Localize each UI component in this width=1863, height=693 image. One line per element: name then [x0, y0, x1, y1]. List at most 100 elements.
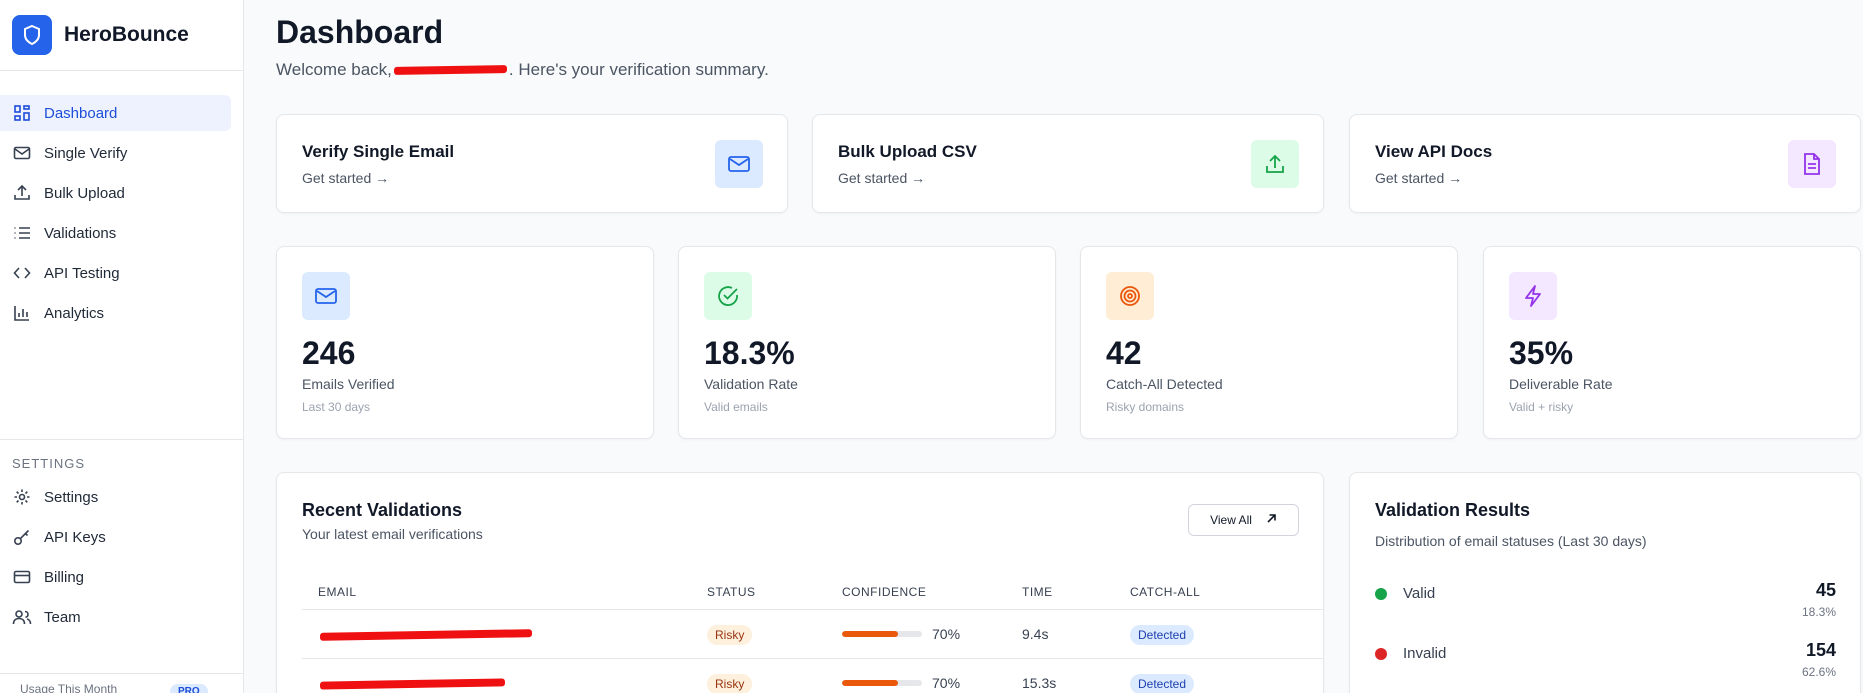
- redacted-username: [393, 65, 507, 75]
- nav-item-dashboard[interactable]: Dashboard: [0, 95, 231, 131]
- target-icon: [1106, 272, 1154, 320]
- nav-item-validations[interactable]: Validations: [0, 215, 231, 251]
- code-icon: [12, 263, 32, 283]
- email-cell: [302, 626, 707, 642]
- email-cell: [302, 675, 707, 691]
- stat-card-deliverable-rate: 35% Deliverable Rate Valid + risky: [1483, 246, 1861, 439]
- nav-label: API Keys: [44, 528, 106, 546]
- nav-item-analytics[interactable]: Analytics: [0, 295, 231, 331]
- table-header: EMAIL STATUS CONFIDENCE TIME CATCH-ALL: [302, 574, 1324, 610]
- mail-icon: [715, 140, 763, 188]
- confidence-value: 70%: [932, 675, 961, 691]
- check-circle-icon: [704, 272, 752, 320]
- quick-action-link[interactable]: Get started →: [838, 170, 926, 186]
- status-badge: Risky: [707, 625, 753, 645]
- status-cell: Risky: [707, 674, 842, 693]
- stat-sub: Last 30 days: [302, 400, 371, 414]
- shield-logo-icon: [12, 15, 52, 55]
- brand-name: HeroBounce: [64, 23, 189, 46]
- nav-label: API Testing: [44, 264, 120, 282]
- mail-icon: [12, 143, 32, 163]
- nav-item-billing[interactable]: Billing: [0, 559, 232, 595]
- bar-chart-icon: [12, 303, 32, 323]
- sidebar-divider: [0, 439, 243, 440]
- quick-action-bulk-upload[interactable]: Bulk Upload CSV Get started →: [812, 114, 1324, 213]
- users-icon: [12, 607, 32, 627]
- recent-validations-panel: Recent Validations Your latest email ver…: [276, 472, 1324, 693]
- catch-all-cell: Detected: [1130, 625, 1324, 645]
- result-percent: 18.3%: [1801, 605, 1836, 619]
- time-cell: 9.4s: [1022, 626, 1049, 642]
- nav-item-single-verify[interactable]: Single Verify: [0, 135, 231, 171]
- table-row[interactable]: Risky 70% 9.4s Detected: [302, 610, 1324, 659]
- redacted-email: [319, 678, 506, 690]
- confidence-bar-fill: [842, 680, 898, 686]
- nav-label: Team: [44, 608, 81, 626]
- stat-card-emails-verified: 246 Emails Verified Last 30 days: [276, 246, 654, 439]
- column-header-email[interactable]: EMAIL: [318, 584, 357, 599]
- stat-sub: Valid emails: [704, 400, 768, 414]
- welcome-prefix: Welcome back,: [276, 60, 392, 79]
- stat-sub: Risky domains: [1106, 400, 1185, 414]
- stat-sub: Valid + risky: [1509, 400, 1574, 414]
- confidence-cell: 70%: [842, 626, 1022, 642]
- nav-label: Bulk Upload: [44, 184, 125, 202]
- nav-label: Settings: [44, 488, 99, 506]
- quick-action-api-docs[interactable]: View API Docs Get started →: [1349, 114, 1861, 213]
- column-header-time[interactable]: TIME: [1022, 584, 1053, 599]
- result-percent: 62.6%: [1801, 665, 1836, 679]
- mail-icon: [302, 272, 350, 320]
- settings-nav: Settings API Keys Billing Team: [0, 479, 232, 639]
- time-cell: 15.3s: [1022, 675, 1057, 691]
- quick-action-title: View API Docs: [1375, 142, 1493, 161]
- usage-label: Usage This Month: [20, 682, 118, 693]
- catch-all-cell: Detected: [1130, 674, 1324, 693]
- result-name: Valid: [1403, 585, 1436, 602]
- validation-results-panel: Validation Results Distribution of email…: [1349, 472, 1861, 693]
- result-count: 45: [1815, 580, 1836, 600]
- status-dot-icon: [1375, 648, 1387, 660]
- table-row[interactable]: Risky 70% 15.3s Detected: [302, 659, 1324, 693]
- panel-title: Validation Results: [1375, 500, 1531, 520]
- column-header-status[interactable]: STATUS: [707, 584, 756, 599]
- quick-action-link[interactable]: Get started →: [302, 170, 390, 186]
- confidence-bar-fill: [842, 631, 898, 637]
- status-badge: Risky: [707, 674, 753, 693]
- list-icon: [12, 223, 32, 243]
- upload-icon: [12, 183, 32, 203]
- quick-action-link[interactable]: Get started →: [1375, 170, 1463, 186]
- column-header-catch-all[interactable]: CATCH-ALL: [1130, 584, 1201, 599]
- confidence-cell: 70%: [842, 675, 1022, 691]
- nav-label: Validations: [44, 224, 117, 242]
- upload-icon: [1251, 140, 1299, 188]
- catch-all-badge: Detected: [1130, 674, 1195, 693]
- main-nav: Dashboard Single Verify Bulk Upload Vali…: [0, 71, 243, 331]
- quick-action-title: Bulk Upload CSV: [838, 142, 977, 161]
- view-all-button[interactable]: View All: [1188, 504, 1299, 536]
- nav-item-bulk-upload[interactable]: Bulk Upload: [0, 175, 231, 211]
- sidebar: HeroBounce Dashboard Single Verify Bulk …: [0, 0, 244, 693]
- arrow-up-right-icon: [1266, 513, 1277, 527]
- quick-action-verify-single[interactable]: Verify Single Email Get started →: [276, 114, 788, 213]
- result-row-valid: Valid 45 18.3%: [1375, 580, 1836, 624]
- column-header-confidence[interactable]: CONFIDENCE: [842, 584, 927, 599]
- stat-value: 246: [302, 335, 356, 371]
- nav-label: Analytics: [44, 304, 105, 322]
- confidence-bar: [842, 631, 922, 637]
- result-row-invalid: Invalid 154 62.6%: [1375, 640, 1836, 684]
- stat-value: 42: [1106, 335, 1142, 371]
- view-all-label: View All: [1210, 513, 1252, 527]
- stat-label: Catch-All Detected: [1106, 376, 1223, 392]
- nav-item-api-keys[interactable]: API Keys: [0, 519, 232, 555]
- welcome-suffix: . Here's your verification summary.: [508, 60, 769, 79]
- document-icon: [1788, 140, 1836, 188]
- key-icon: [12, 527, 32, 547]
- nav-label: Single Verify: [44, 144, 128, 162]
- nav-item-team[interactable]: Team: [0, 599, 232, 635]
- quick-action-title: Verify Single Email: [302, 142, 455, 161]
- panel-subtitle: Your latest email verifications: [302, 526, 483, 542]
- catch-all-badge: Detected: [1130, 625, 1195, 645]
- nav-item-api-testing[interactable]: API Testing: [0, 255, 231, 291]
- nav-label: Billing: [44, 568, 85, 586]
- nav-item-settings[interactable]: Settings: [0, 479, 232, 515]
